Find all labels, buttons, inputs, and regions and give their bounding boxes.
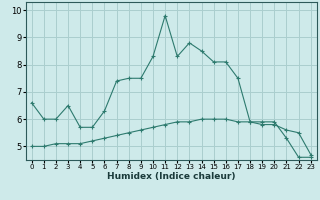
X-axis label: Humidex (Indice chaleur): Humidex (Indice chaleur) [107,172,236,181]
